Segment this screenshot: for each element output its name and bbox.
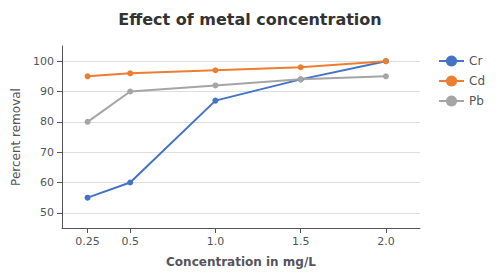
svg-text:Effect of metal concentration: Effect of metal concentration xyxy=(118,10,381,29)
svg-text:50: 50 xyxy=(40,206,54,219)
svg-text:0.5: 0.5 xyxy=(121,235,139,248)
svg-text:100: 100 xyxy=(33,55,54,68)
svg-text:Concentration in mg/L: Concentration in mg/L xyxy=(166,255,316,269)
svg-text:0.25: 0.25 xyxy=(75,235,100,248)
svg-text:Pb: Pb xyxy=(469,94,484,108)
svg-text:1.0: 1.0 xyxy=(207,235,225,248)
svg-text:80: 80 xyxy=(40,115,54,128)
svg-text:Cr: Cr xyxy=(469,54,482,68)
svg-text:1.5: 1.5 xyxy=(292,235,310,248)
svg-text:70: 70 xyxy=(40,146,54,159)
svg-text:Percent removal: Percent removal xyxy=(9,88,23,186)
svg-text:2.0: 2.0 xyxy=(377,235,395,248)
svg-text:Cd: Cd xyxy=(469,74,485,88)
svg-text:60: 60 xyxy=(40,176,54,189)
svg-text:90: 90 xyxy=(40,85,54,98)
